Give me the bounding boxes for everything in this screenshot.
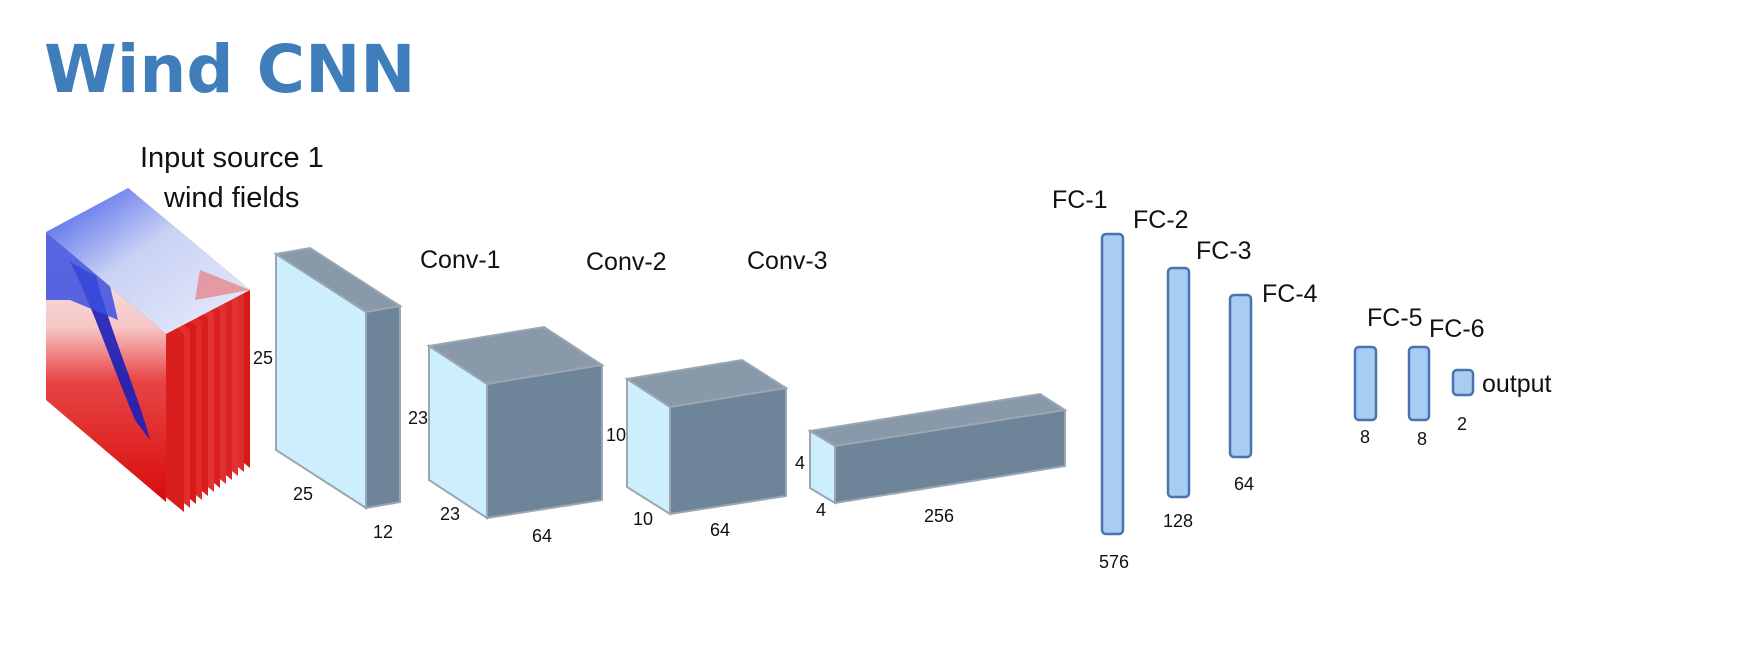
output-size: 2 xyxy=(1457,414,1467,434)
conv1-dim-height: 23 xyxy=(408,408,428,428)
page-title: Wind CNN xyxy=(44,31,416,108)
conv2-dim-width: 10 xyxy=(633,509,653,529)
fc3-label: FC-3 xyxy=(1196,237,1252,265)
input-label-line1: Input source 1 xyxy=(140,142,324,174)
output-label: output xyxy=(1482,370,1552,398)
conv2-label: Conv-2 xyxy=(586,248,667,276)
fc1-size: 576 xyxy=(1099,552,1129,572)
input-wind-fields-volume xyxy=(46,188,250,512)
fc5-bar xyxy=(1353,345,1378,422)
conv2-dim-height: 10 xyxy=(606,425,626,445)
fc5-label: FC-5 xyxy=(1367,304,1423,332)
fc4-label: FC-4 xyxy=(1262,280,1318,308)
conv2-front-face xyxy=(626,377,671,516)
wind-top-red-corner xyxy=(195,270,250,300)
wind-front-blue-streak xyxy=(70,262,150,440)
conv3-front-face xyxy=(809,429,836,505)
input-dim-depth: 12 xyxy=(373,522,393,542)
conv3-label: Conv-3 xyxy=(747,247,828,275)
conv1-dim-depth: 64 xyxy=(532,526,552,546)
fc2-size: 128 xyxy=(1163,511,1193,531)
fc5-size: 8 xyxy=(1360,427,1370,447)
conv1-dim-width: 23 xyxy=(440,504,460,524)
conv3-dim-width: 4 xyxy=(816,500,826,520)
conv2-dim-depth: 64 xyxy=(710,520,730,540)
fc2-label: FC-2 xyxy=(1133,206,1189,234)
conv1-block xyxy=(426,325,605,520)
conv3-dim-height: 4 xyxy=(795,453,805,473)
fc6-label: FC-6 xyxy=(1429,315,1485,343)
conv2-block xyxy=(624,358,789,516)
fc1-bar xyxy=(1100,232,1125,536)
wind-front-blue-band xyxy=(46,232,118,320)
fc1-label: FC-1 xyxy=(1052,186,1108,214)
slab-front-face xyxy=(275,252,367,510)
fc2-bar xyxy=(1166,266,1191,499)
fc6-size: 8 xyxy=(1417,429,1427,449)
conv1-label: Conv-1 xyxy=(420,246,501,274)
input-dim-width: 25 xyxy=(293,484,313,504)
input-label-line2: wind fields xyxy=(163,182,299,214)
fc3-size: 64 xyxy=(1234,474,1254,494)
conv1-front-face xyxy=(428,344,488,520)
conv3-block xyxy=(807,392,1068,505)
output-node xyxy=(1451,368,1475,397)
slab-side-face xyxy=(365,304,401,510)
input-slab-block xyxy=(273,246,403,510)
conv1-side-face xyxy=(486,363,603,520)
fc6-bar xyxy=(1407,345,1431,422)
conv2-side-face xyxy=(669,386,787,516)
fc3-bar xyxy=(1228,293,1253,459)
conv3-dim-depth: 256 xyxy=(924,506,954,526)
input-dim-height: 25 xyxy=(253,348,273,368)
